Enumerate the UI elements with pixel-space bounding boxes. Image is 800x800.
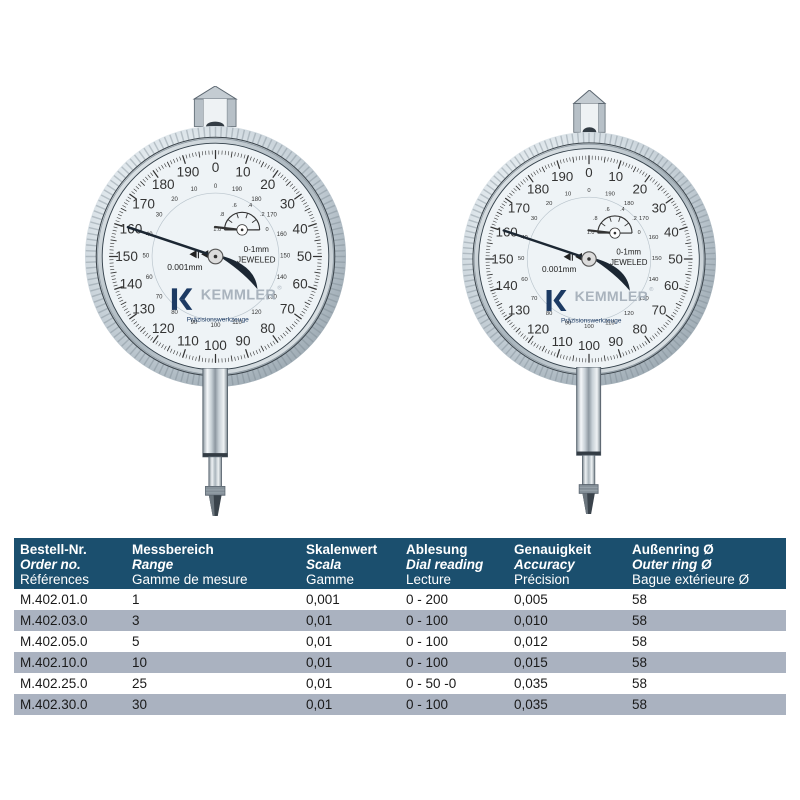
svg-text:120: 120 [152,321,175,336]
svg-text:70: 70 [156,294,163,300]
svg-text:150: 150 [115,249,138,264]
svg-text:30: 30 [652,200,667,215]
svg-text:0.001mm: 0.001mm [542,265,577,274]
svg-text:150: 150 [491,251,513,266]
svg-text:50: 50 [668,251,683,266]
svg-text:70: 70 [531,295,538,301]
svg-text:0: 0 [212,160,220,175]
svg-text:70: 70 [652,302,667,317]
svg-text:0: 0 [585,164,592,179]
svg-text:190: 190 [177,164,200,179]
svg-text:20: 20 [171,197,178,203]
svg-text:120: 120 [251,310,262,316]
svg-text:0: 0 [265,227,268,233]
svg-text:90: 90 [235,334,251,349]
svg-text:110: 110 [552,333,573,348]
svg-text:120: 120 [624,310,635,316]
svg-text:®: ® [277,284,282,291]
svg-text:80: 80 [171,310,178,316]
svg-text:100: 100 [584,323,595,329]
svg-text:110: 110 [177,334,199,349]
svg-text:0-1mm: 0-1mm [616,247,641,256]
svg-text:0: 0 [638,230,641,236]
svg-text:160: 160 [649,235,660,241]
svg-text:.6: .6 [232,203,237,209]
svg-text:60: 60 [293,276,309,291]
svg-text:JEWELED: JEWELED [237,256,276,265]
svg-text:20: 20 [546,201,553,207]
svg-text:140: 140 [649,276,660,282]
svg-text:170: 170 [639,216,650,222]
svg-text:180: 180 [152,177,175,192]
svg-text:10: 10 [191,187,198,193]
svg-text:Präzisionswerkzeuge: Präzisionswerkzeuge [187,317,249,324]
svg-text:180: 180 [251,197,262,203]
svg-text:130: 130 [508,302,530,317]
svg-text:.4: .4 [620,206,625,212]
svg-text:30: 30 [156,213,163,219]
svg-text:50: 50 [297,249,313,264]
svg-text:130: 130 [132,301,155,316]
svg-text:30: 30 [531,216,538,222]
svg-text:150: 150 [280,254,291,260]
svg-text:10: 10 [608,169,623,184]
svg-text:20: 20 [633,181,648,196]
svg-text:80: 80 [633,321,648,336]
svg-text:140: 140 [120,276,143,291]
svg-text:40: 40 [293,222,309,237]
svg-text:150: 150 [652,256,663,262]
svg-text:80: 80 [546,310,553,316]
svg-text:KEMMLER: KEMMLER [575,287,648,303]
svg-text:140: 140 [277,275,288,281]
svg-text:.8: .8 [220,212,225,218]
svg-text:70: 70 [280,301,296,316]
svg-text:.4: .4 [247,203,252,209]
svg-text:120: 120 [527,321,549,336]
svg-text:180: 180 [527,181,549,196]
svg-text:190: 190 [232,187,243,193]
svg-text:140: 140 [496,278,518,293]
svg-text:0-1mm: 0-1mm [244,245,270,254]
svg-text:30: 30 [280,197,296,212]
svg-text:50: 50 [142,254,149,260]
svg-text:170: 170 [267,213,278,219]
svg-text:100: 100 [210,323,221,329]
svg-text:40: 40 [664,224,679,239]
svg-text:100: 100 [204,338,227,353]
svg-text:.2: .2 [260,212,265,218]
svg-text:.8: .8 [593,215,598,221]
svg-text:.6: .6 [605,206,610,212]
svg-text:170: 170 [508,200,530,215]
svg-text:180: 180 [624,201,635,207]
svg-text:Präzisionswerkzeuge: Präzisionswerkzeuge [561,317,622,324]
svg-text:10: 10 [565,191,572,197]
svg-text:90: 90 [608,333,623,348]
svg-text:190: 190 [605,191,616,197]
svg-text:190: 190 [551,169,573,184]
svg-text:JEWELED: JEWELED [610,258,648,267]
svg-text:10: 10 [235,164,251,179]
svg-text:KEMMLER: KEMMLER [201,288,277,304]
svg-text:0.001mm: 0.001mm [167,262,202,272]
svg-text:50: 50 [518,256,525,262]
svg-text:80: 80 [260,321,276,336]
svg-text:.2: .2 [632,215,637,221]
svg-text:60: 60 [521,276,528,282]
svg-text:60: 60 [146,275,153,281]
svg-text:170: 170 [132,197,155,212]
svg-text:100: 100 [578,338,600,353]
svg-text:20: 20 [260,177,276,192]
svg-text:60: 60 [664,278,679,293]
svg-text:160: 160 [277,232,288,238]
